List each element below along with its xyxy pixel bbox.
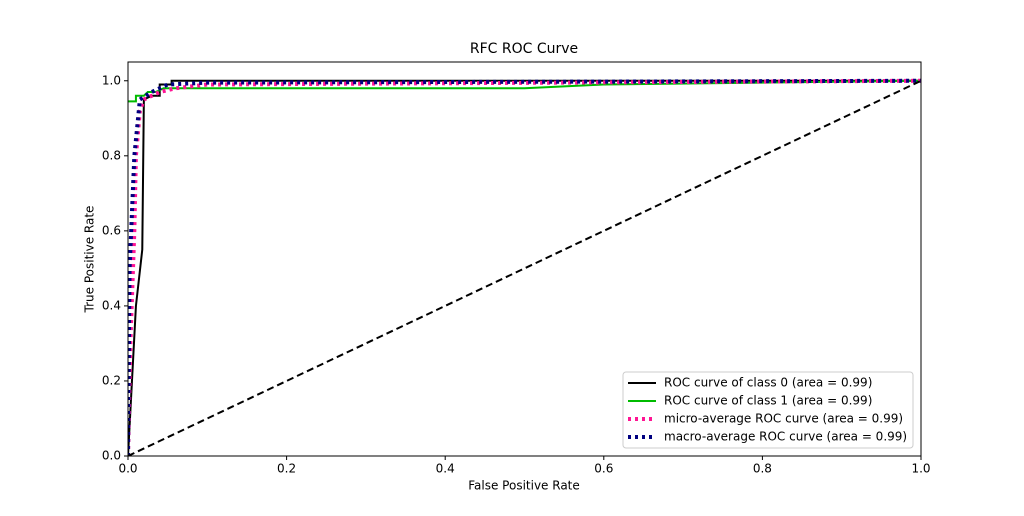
roc-line bbox=[128, 79, 921, 456]
y-axis-label: True Positive Rate bbox=[83, 206, 97, 314]
y-tick-label: 0.4 bbox=[102, 298, 121, 312]
x-tick-label: 0.2 bbox=[277, 462, 296, 476]
legend-label: ROC curve of class 1 (area = 0.99) bbox=[664, 394, 872, 408]
x-tick-label: 0.8 bbox=[753, 462, 772, 476]
y-tick-label: 1.0 bbox=[102, 73, 121, 87]
legend-box bbox=[622, 371, 914, 449]
plot-frame bbox=[127, 61, 922, 457]
roc-line bbox=[128, 79, 921, 103]
legend-label: micro-average ROC curve (area = 0.99) bbox=[664, 412, 903, 426]
roc-line bbox=[128, 78, 921, 456]
x-axis-label: False Positive Rate bbox=[468, 479, 580, 493]
legend-label: ROC curve of class 0 (area = 0.99) bbox=[664, 376, 872, 390]
roc-line bbox=[128, 78, 921, 456]
chart-title: RFC ROC Curve bbox=[470, 41, 578, 57]
x-tick-label: 0.6 bbox=[594, 462, 613, 476]
y-tick-label: 0.6 bbox=[102, 223, 121, 237]
x-tick-label: 0.4 bbox=[436, 462, 455, 476]
x-tick-label: 1.0 bbox=[911, 462, 930, 476]
y-tick-label: 0.8 bbox=[102, 148, 121, 162]
legend-label: macro-average ROC curve (area = 0.99) bbox=[664, 430, 907, 444]
y-tick-label: 0.2 bbox=[102, 373, 121, 387]
y-tick-label: 0.0 bbox=[102, 449, 121, 463]
x-tick-label: 0.0 bbox=[118, 462, 137, 476]
